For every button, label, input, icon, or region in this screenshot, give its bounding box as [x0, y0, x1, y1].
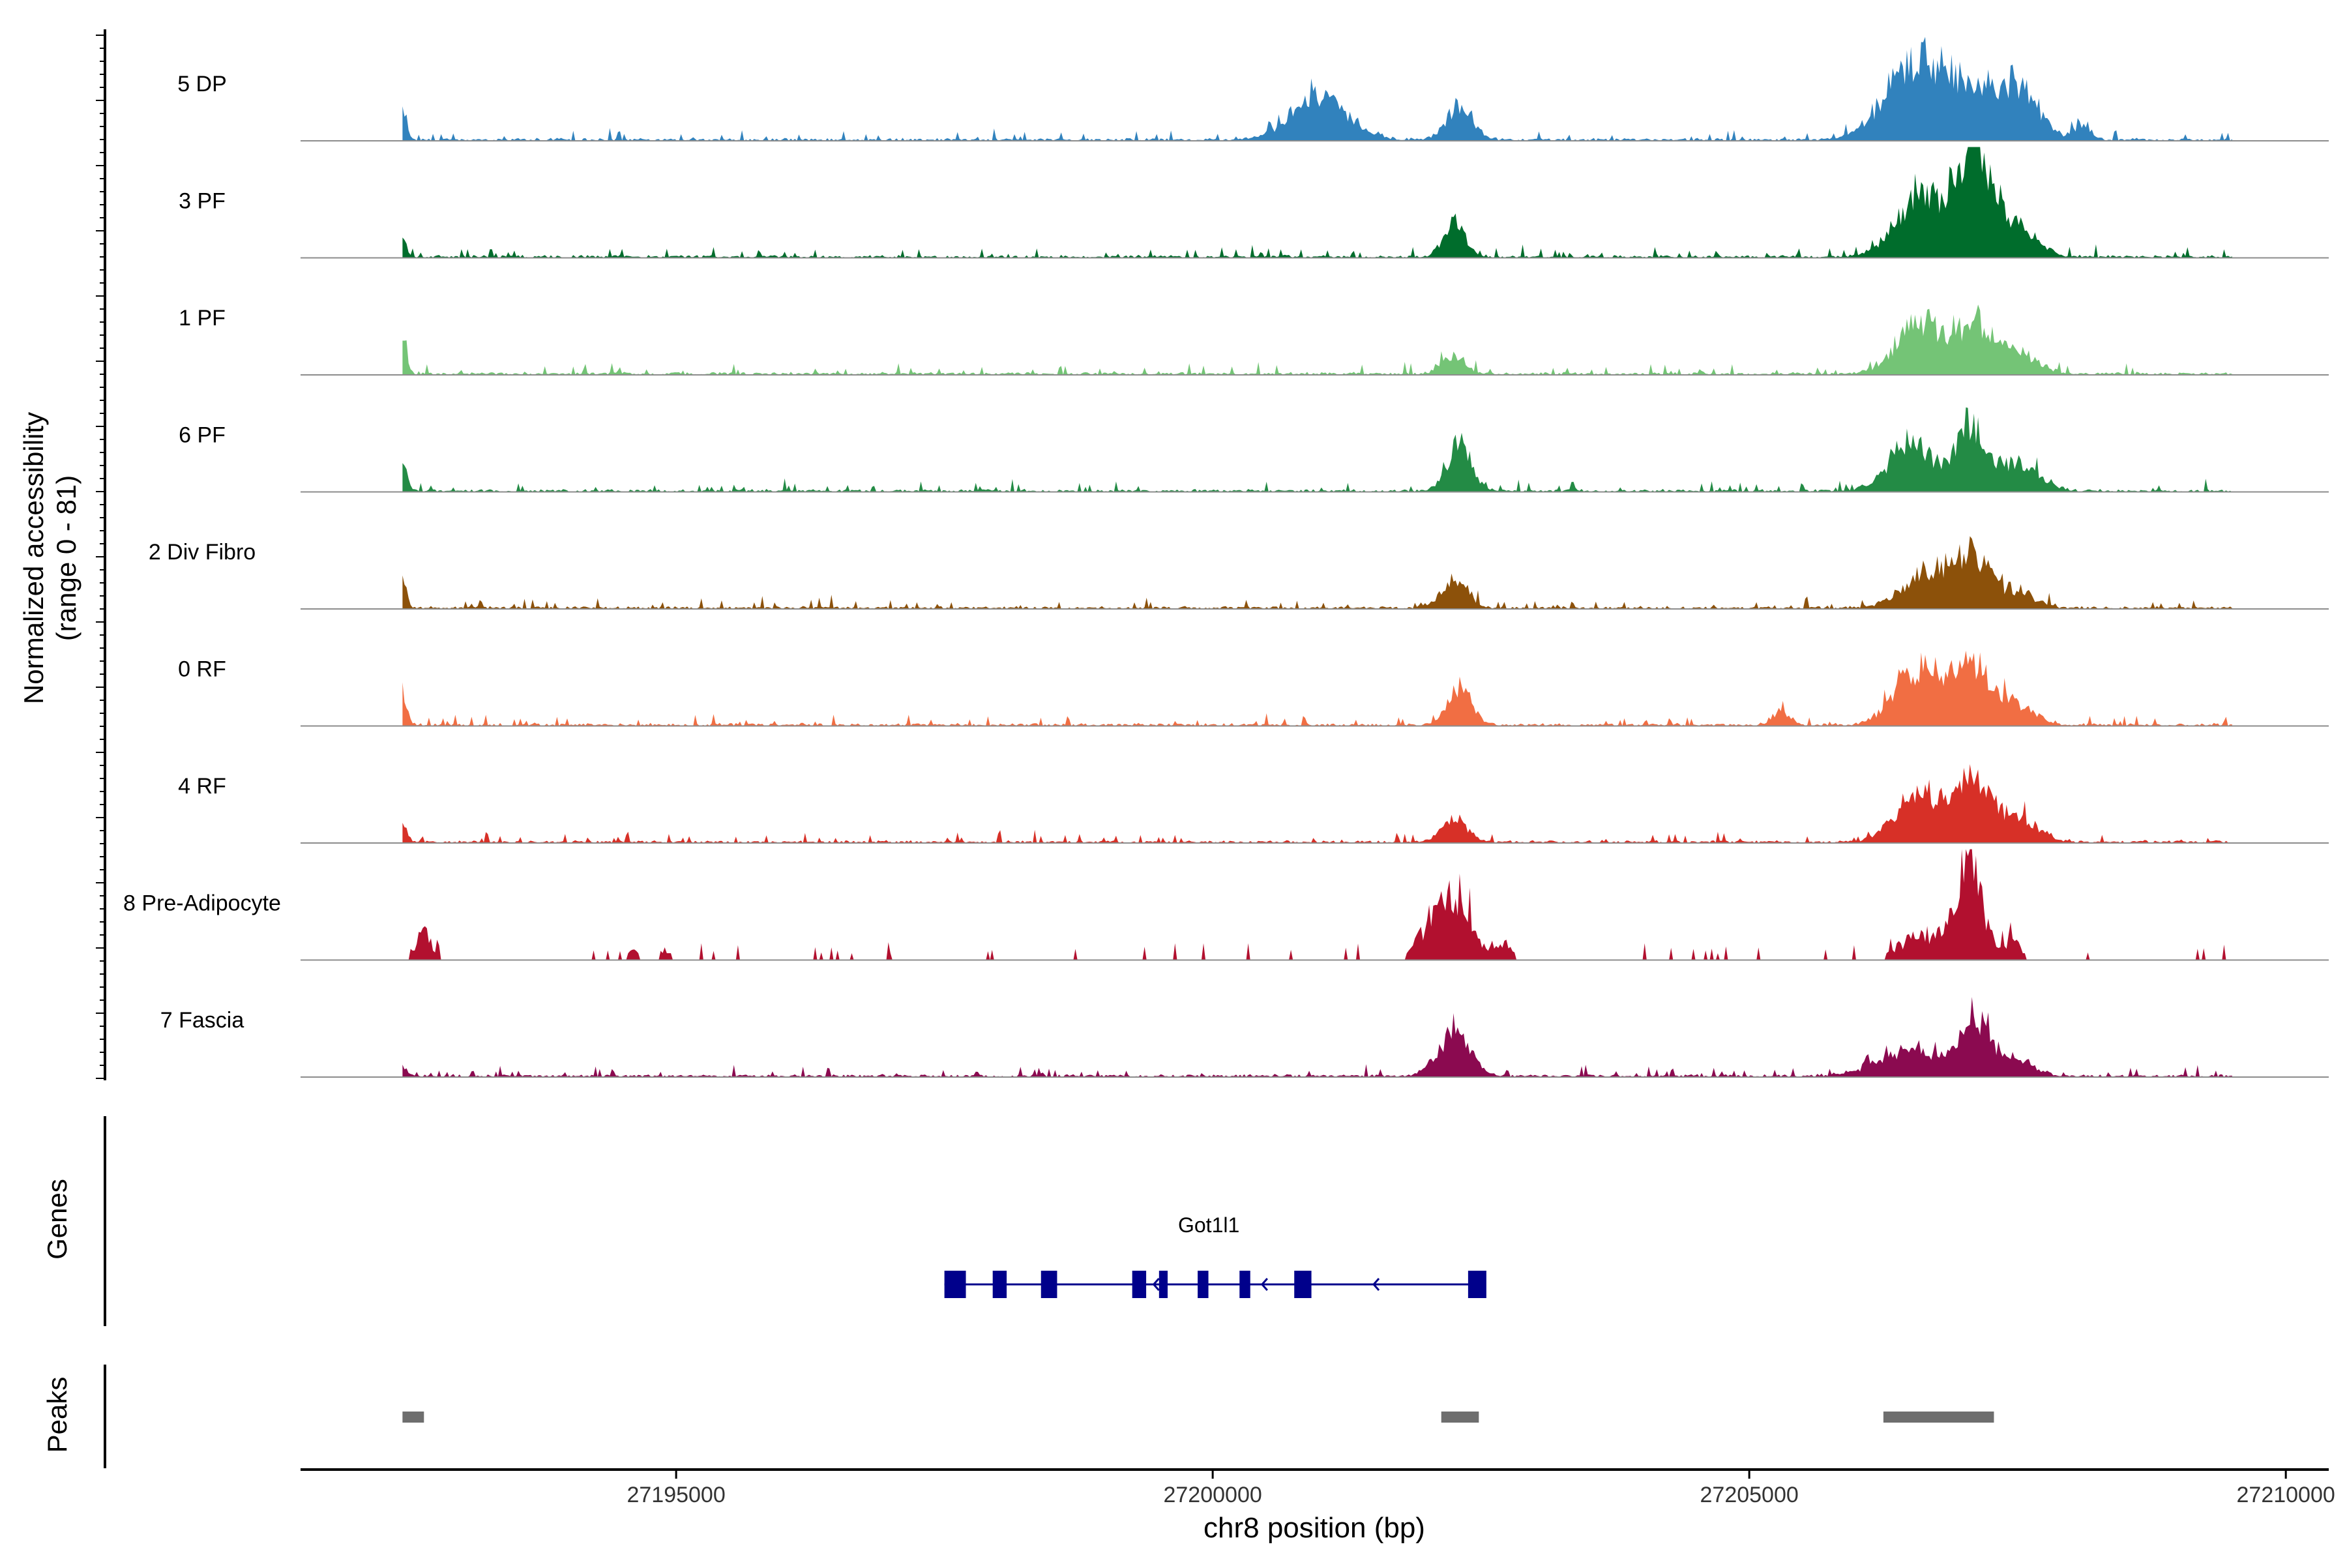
coverage-area [402, 651, 2232, 726]
strand-arrow [1260, 1278, 1268, 1291]
coverage-area [402, 764, 2232, 843]
track-label: 0 RF [178, 657, 226, 682]
gene-exon [1159, 1271, 1168, 1298]
track-label: 3 PF [179, 189, 226, 214]
genes-label: Genes [42, 1179, 72, 1260]
x-tick-label: 27210000 [2237, 1483, 2335, 1507]
strand-arrow [1372, 1278, 1380, 1291]
x-axis-label: chr8 position (bp) [1203, 1512, 1425, 1544]
track-label: 5 DP [177, 72, 227, 96]
track-label: 4 RF [178, 774, 226, 799]
y-axis-label-line1: Normalized accessibility [18, 412, 49, 704]
coverage-area [402, 37, 2232, 141]
track-3-pf: 3 PF [179, 147, 2329, 259]
coverage-area [402, 407, 2232, 492]
peak-region [402, 1412, 424, 1423]
x-tick-label: 27195000 [627, 1483, 725, 1507]
track-2-div-fibro: 2 Div Fibro [149, 536, 2329, 610]
coverage-area [402, 997, 2232, 1077]
track-label: 8 Pre-Adipocyte [123, 891, 281, 916]
peaks-track [402, 1412, 1994, 1423]
y-axis-label-line2: (range 0 - 81) [51, 475, 81, 641]
gene-name-label: Got1l1 [1178, 1213, 1239, 1237]
gene-exon [992, 1271, 1007, 1298]
track-4-rf: 4 RF [178, 764, 2329, 844]
coverage-area [402, 304, 2232, 375]
y-axis-ticks [96, 35, 105, 1079]
track-label: 1 PF [179, 306, 226, 331]
track-1-pf: 1 PF [179, 304, 2329, 376]
peak-region [1883, 1412, 1994, 1423]
y-axis-label-group: Normalized accessibility (range 0 - 81) [18, 412, 81, 704]
gene-exon [1132, 1271, 1147, 1298]
coverage-tracks: 5 DP 3 PF 1 PF 6 PF 2 Div Fibro 0 RF 4 RF 8 Pre… [123, 37, 2329, 1078]
track-0-rf: 0 RF [178, 651, 2329, 727]
coverage-area [402, 147, 2232, 258]
coverage-area [402, 536, 2232, 609]
track-6-pf: 6 PF [179, 407, 2329, 493]
track-label: 2 Div Fibro [149, 540, 256, 565]
track-8-pre-adipocyte: 8 Pre-Adipocyte [123, 849, 2329, 961]
gene-exon [1041, 1271, 1057, 1298]
track-label: 6 PF [179, 423, 226, 448]
peaks-label: Peaks [42, 1377, 72, 1453]
gene-exon [1198, 1271, 1209, 1298]
track-7-fascia: 7 Fascia [160, 997, 2329, 1078]
gene-exon [1239, 1271, 1250, 1298]
track-5-dp: 5 DP [177, 37, 2329, 141]
peak-region [1441, 1412, 1479, 1423]
strand-arrow [1152, 1278, 1160, 1291]
x-axis-ticks: 27195000 27200000 27205000 27210000 [627, 1470, 2335, 1507]
gene-exon [1468, 1271, 1486, 1298]
x-tick-label: 27205000 [1700, 1483, 1799, 1507]
gene-exon [1294, 1271, 1312, 1298]
track-label: 7 Fascia [160, 1008, 244, 1033]
gene-track: Got1l1 [944, 1213, 1486, 1298]
gene-exon [944, 1271, 966, 1298]
coverage-area [402, 849, 2232, 960]
x-tick-label: 27200000 [1163, 1483, 1262, 1507]
